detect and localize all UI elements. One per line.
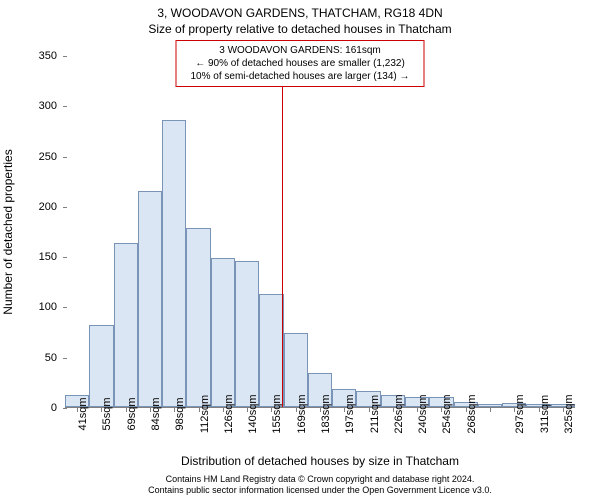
y-tick-label: 250 <box>39 151 57 163</box>
reference-line <box>282 56 283 407</box>
info-line-1: 3 WOODAVON GARDENS: 161sqm <box>190 44 409 57</box>
histogram-bar <box>478 404 502 407</box>
x-tick-mark <box>490 408 491 412</box>
info-line-3: 10% of semi-detached houses are larger (… <box>190 70 409 83</box>
x-tick-label: 325sqm <box>563 394 575 433</box>
x-tick-label: 311sqm <box>539 395 551 433</box>
x-tick-label: 240sqm <box>417 394 429 433</box>
x-tick-label: 126sqm <box>223 394 235 433</box>
x-tick-label: 254sqm <box>441 394 453 433</box>
y-tick-label: 200 <box>39 201 57 213</box>
x-tick-label: 55sqm <box>101 397 113 430</box>
x-tick-label: 41sqm <box>77 397 89 430</box>
x-tick-label: 183sqm <box>320 394 332 433</box>
histogram-bar <box>235 261 259 407</box>
plot-area <box>65 56 575 408</box>
x-tick-label: 84sqm <box>150 397 162 430</box>
x-tick-label: 112sqm <box>199 395 211 433</box>
chart-title-line2: Size of property relative to detached ho… <box>0 22 600 36</box>
attribution-footer: Contains HM Land Registry data © Crown c… <box>65 474 575 496</box>
y-tick-label: 150 <box>39 251 57 263</box>
x-tick-label: 169sqm <box>296 394 308 433</box>
y-tick-label: 50 <box>45 352 57 364</box>
x-tick-label: 226sqm <box>393 394 405 433</box>
histogram-chart: 3, WOODAVON GARDENS, THATCHAM, RG18 4DN … <box>0 0 600 500</box>
x-tick-label: 211sqm <box>369 395 381 433</box>
reference-info-box: 3 WOODAVON GARDENS: 161sqm ← 90% of deta… <box>175 40 424 87</box>
y-tick-label: 0 <box>51 402 57 414</box>
info-line-2: ← 90% of detached houses are smaller (1,… <box>190 57 409 70</box>
x-tick-label: 69sqm <box>126 397 138 430</box>
histogram-bar <box>259 294 283 407</box>
histogram-bar <box>162 120 186 407</box>
x-tick-label: 140sqm <box>247 394 259 433</box>
y-axis-title: Number of detached properties <box>1 149 15 314</box>
y-tick-label: 300 <box>39 100 57 112</box>
y-tick-label: 350 <box>39 50 57 62</box>
x-tick-label: 268sqm <box>466 394 478 433</box>
histogram-bar <box>186 228 210 407</box>
footer-line-1: Contains HM Land Registry data © Crown c… <box>65 474 575 485</box>
bars-group <box>65 56 575 407</box>
x-tick-label: 297sqm <box>514 394 526 433</box>
x-tick-label: 197sqm <box>344 394 356 433</box>
chart-title-line1: 3, WOODAVON GARDENS, THATCHAM, RG18 4DN <box>0 6 600 20</box>
histogram-bar <box>89 325 113 407</box>
histogram-bar <box>138 191 162 407</box>
x-axis-title: Distribution of detached houses by size … <box>65 454 575 468</box>
x-tick-label: 98sqm <box>174 397 186 430</box>
footer-line-2: Contains public sector information licen… <box>65 485 575 496</box>
histogram-bar <box>211 258 235 407</box>
y-tick-label: 100 <box>39 301 57 313</box>
histogram-bar <box>114 243 138 407</box>
